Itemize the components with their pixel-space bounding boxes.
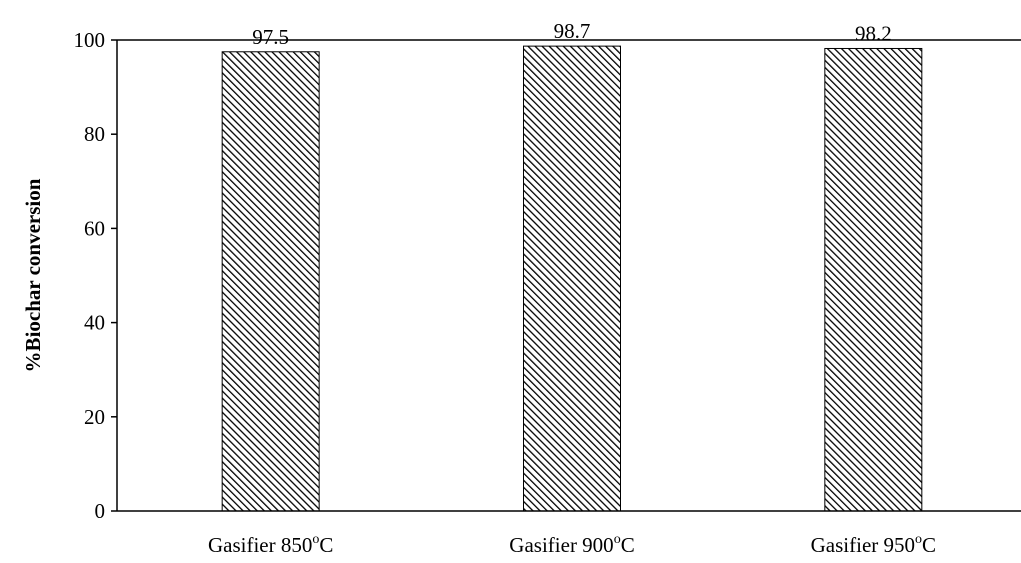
x-tick-label: Gasifier 900oC — [509, 532, 634, 557]
data-labels: 97.5 98.7 98.2 — [252, 19, 891, 49]
y-tick-label: 100 — [74, 28, 106, 52]
bar-data-label: 97.5 — [252, 25, 289, 49]
bar — [523, 45, 621, 512]
bar — [824, 47, 923, 512]
y-tick-label: 80 — [84, 122, 105, 146]
y-axis-ticks: 0 20 40 60 80 100 — [74, 28, 117, 523]
y-tick-label: 60 — [84, 216, 105, 240]
x-tick-label: Gasifier 950oC — [811, 532, 936, 557]
x-tick-label: Gasifier 850oC — [208, 532, 333, 557]
bar — [221, 51, 320, 512]
y-tick-label: 20 — [84, 405, 105, 429]
y-axis-title: %Biochar conversion — [21, 178, 45, 372]
bar-data-label: 98.2 — [855, 21, 892, 45]
y-tick-label: 0 — [95, 499, 106, 523]
bars — [221, 45, 923, 512]
y-tick-label: 40 — [84, 311, 105, 335]
x-axis-tick-labels: Gasifier 850oC Gasifier 900oC Gasifier 950… — [208, 532, 936, 557]
bar-data-label: 98.7 — [554, 19, 591, 43]
